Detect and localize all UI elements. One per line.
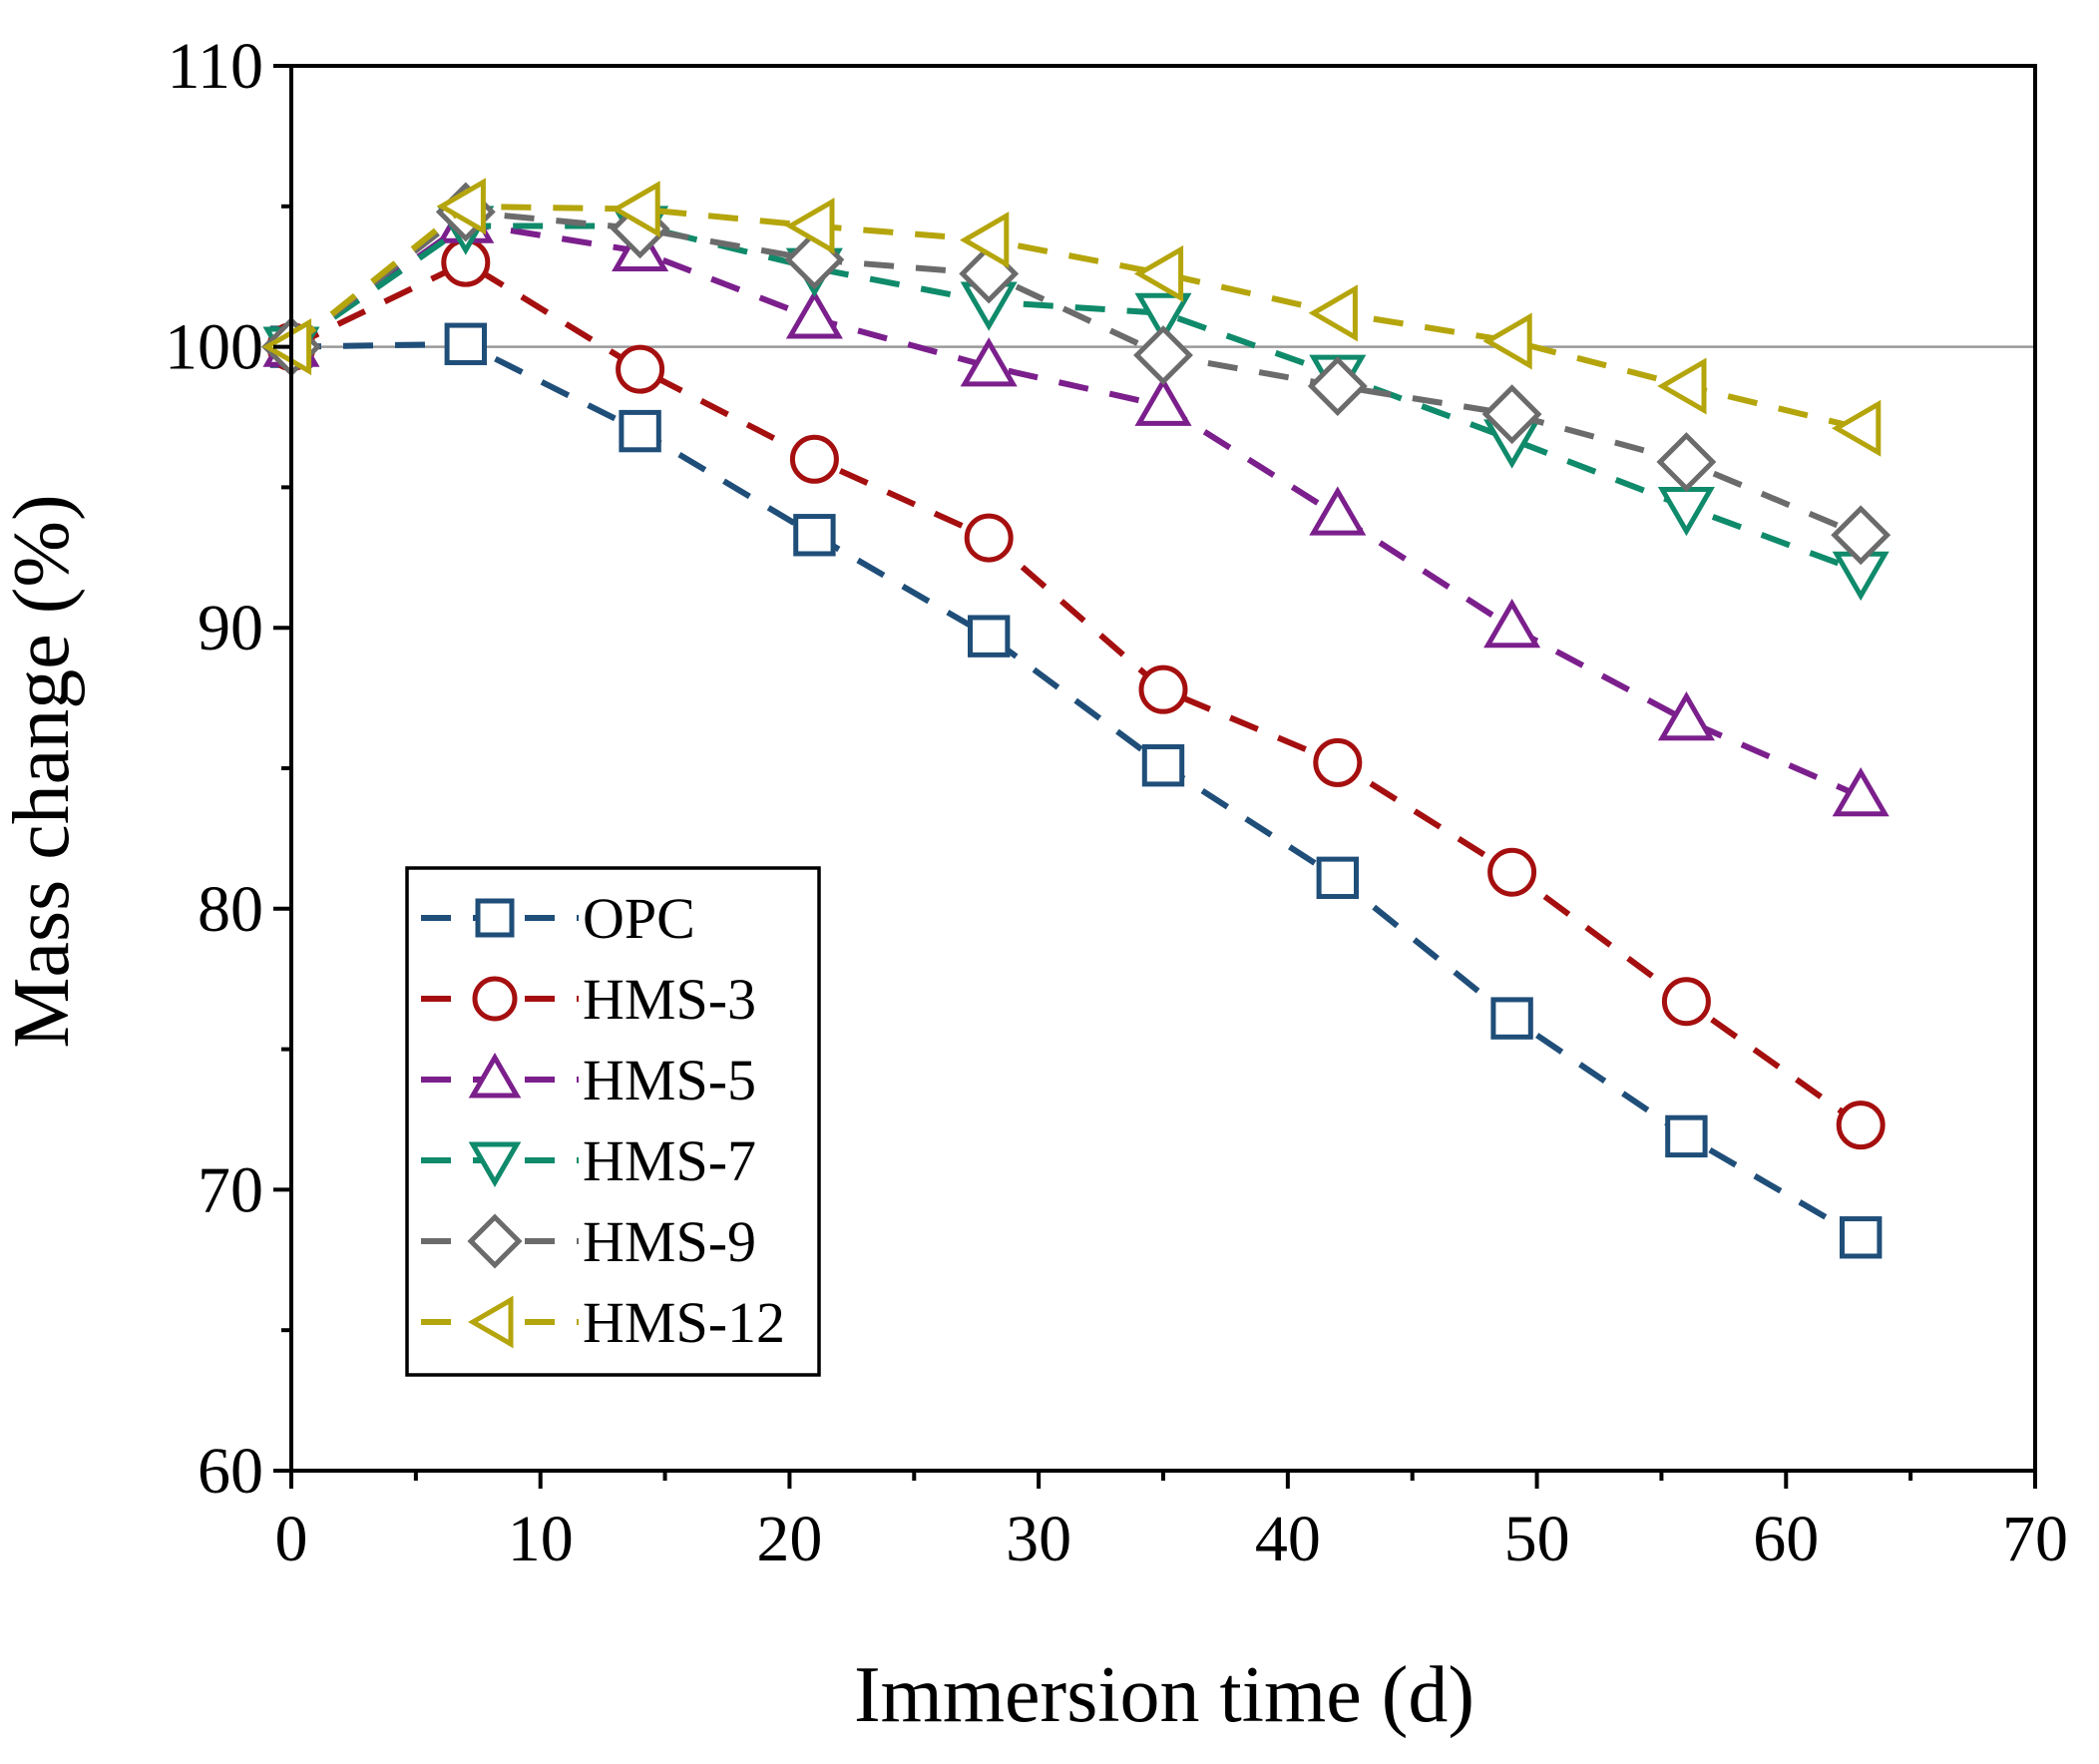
- data-point-hms-12: [611, 181, 660, 238]
- data-point-hms-3: [1313, 737, 1363, 787]
- data-point-hms-5: [1134, 376, 1192, 426]
- legend-box: [405, 866, 821, 1377]
- legend-marker-hms-7: [468, 1141, 522, 1187]
- series-line-hms-5: [289, 220, 1863, 799]
- legend-label-opc: OPC: [583, 886, 695, 951]
- x-axis-title: Immersion time (d): [854, 1651, 1474, 1739]
- legend-item-hms-5: HMS-5: [421, 1048, 756, 1112]
- y-tick-label: 60: [198, 1435, 263, 1508]
- data-point-hms-12: [785, 197, 835, 255]
- series-line-hms-9: [289, 209, 1863, 539]
- data-point-hms-12: [1133, 244, 1184, 302]
- legend-label-hms-9: HMS-9: [583, 1209, 756, 1274]
- data-point-hms-3: [1487, 847, 1537, 897]
- data-point-opc: [1840, 1216, 1883, 1259]
- data-point-hms-5: [960, 337, 1018, 387]
- data-point-hms-9: [1656, 432, 1717, 492]
- y-tick-label: 70: [198, 1153, 263, 1226]
- x-tick-label: 20: [756, 1503, 822, 1575]
- series-line-hms-12: [289, 203, 1862, 432]
- data-point-hms-12: [1482, 312, 1532, 370]
- legend-marker-hms-5: [468, 1053, 522, 1099]
- data-point-hms-9: [1481, 384, 1542, 445]
- data-point-hms-12: [1308, 284, 1358, 342]
- data-point-opc: [1490, 997, 1533, 1040]
- legend-label-hms-7: HMS-7: [583, 1128, 756, 1193]
- data-point-opc: [793, 514, 836, 557]
- data-point-hms-12: [1657, 357, 1707, 415]
- legend-marker-hms-3: [472, 976, 518, 1022]
- x-tick-label: 60: [1753, 1503, 1819, 1575]
- data-point-hms-5: [785, 289, 843, 339]
- data-point-hms-5: [1832, 766, 1889, 817]
- data-point-opc: [1316, 856, 1359, 900]
- x-tick-label: 70: [2002, 1503, 2068, 1575]
- data-point-hms-7: [1134, 292, 1192, 342]
- series-line-hms-3: [289, 258, 1863, 1128]
- data-point-hms-9: [1831, 505, 1891, 566]
- data-point-hms-3: [1836, 1101, 1886, 1150]
- y-tick-label: 80: [198, 873, 263, 946]
- data-point-hms-5: [1309, 486, 1367, 536]
- legend-label-hms-3: HMS-3: [583, 967, 756, 1032]
- series-hms-12: [261, 178, 1882, 457]
- y-tick-label: 110: [167, 30, 263, 103]
- legend-marker-hms-9: [467, 1213, 523, 1269]
- x-tick-label: 10: [508, 1503, 574, 1575]
- data-point-opc: [1665, 1114, 1708, 1158]
- y-tick-label: 90: [198, 592, 263, 664]
- legend-marker-opc: [475, 898, 515, 938]
- data-point-hms-5: [1483, 599, 1541, 649]
- series-line-hms-7: [289, 222, 1863, 575]
- y-axis-title: Mass change (%): [0, 494, 86, 1048]
- x-tick-label: 30: [1006, 1503, 1071, 1575]
- data-point-hms-9: [1133, 325, 1193, 385]
- legend-label-hms-5: HMS-5: [583, 1048, 756, 1112]
- data-point-opc: [619, 409, 661, 453]
- series-line-opc: [290, 340, 1863, 1240]
- x-tick-label: 0: [275, 1503, 308, 1575]
- data-point-hms-5: [1657, 690, 1715, 741]
- series-hms-5: [262, 194, 1889, 817]
- series-hms-7: [262, 206, 1889, 602]
- data-point-opc: [444, 322, 488, 365]
- data-point-hms-7: [1657, 487, 1715, 537]
- legend-item-hms-7: HMS-7: [421, 1128, 756, 1193]
- data-point-hms-12: [1832, 399, 1882, 457]
- x-tick-label: 40: [1255, 1503, 1321, 1575]
- data-point-hms-3: [789, 434, 839, 484]
- data-point-opc: [968, 615, 1011, 658]
- legend-marker-hms-12: [468, 1295, 514, 1349]
- legend-item-hms-9: HMS-9: [421, 1209, 756, 1274]
- legend-item-hms-12: HMS-12: [421, 1290, 785, 1355]
- data-point-hms-12: [436, 178, 486, 235]
- data-point-hms-3: [1138, 664, 1188, 714]
- legend-item-opc: OPC: [421, 886, 695, 951]
- data-point-opc: [1141, 743, 1185, 787]
- y-tick-label: 100: [165, 311, 263, 384]
- data-point-hms-12: [960, 212, 1010, 269]
- legend-label-hms-12: HMS-12: [583, 1290, 785, 1355]
- legend-item-hms-3: HMS-3: [421, 967, 756, 1032]
- data-point-hms-9: [1307, 356, 1368, 416]
- data-point-hms-3: [964, 513, 1014, 563]
- data-point-hms-3: [616, 344, 665, 394]
- x-tick-label: 50: [1504, 1503, 1570, 1575]
- data-point-hms-3: [1661, 977, 1711, 1027]
